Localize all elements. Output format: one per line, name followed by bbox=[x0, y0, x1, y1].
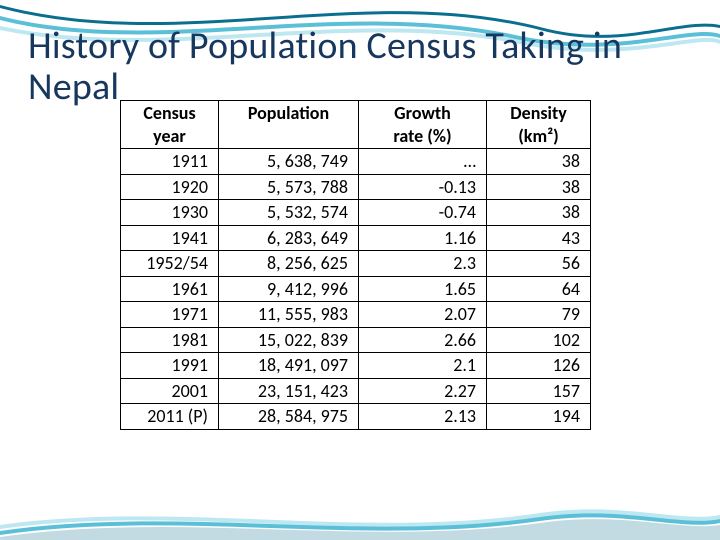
cell-density: 38 bbox=[487, 174, 591, 200]
cell-rate: 2.1 bbox=[359, 353, 487, 379]
cell-population: 5, 532, 574 bbox=[219, 200, 359, 226]
cell-year: 2011 (P) bbox=[121, 404, 219, 430]
cell-population: 5, 573, 788 bbox=[219, 174, 359, 200]
table-header-row: Census year Population Growth rate (%) D… bbox=[121, 101, 591, 149]
table-row: 197111, 555, 9832.0779 bbox=[121, 302, 591, 328]
cell-density: 79 bbox=[487, 302, 591, 328]
cell-population: 15, 022, 839 bbox=[219, 327, 359, 353]
cell-population: 23, 151, 423 bbox=[219, 378, 359, 404]
cell-population: 28, 584, 975 bbox=[219, 404, 359, 430]
cell-rate: 1.65 bbox=[359, 276, 487, 302]
slide-title: History of Population Census Taking in N… bbox=[28, 26, 692, 108]
header-text: Density bbox=[510, 102, 566, 124]
header-text: Census bbox=[143, 102, 195, 124]
cell-year: 1930 bbox=[121, 200, 219, 226]
cell-population: 9, 412, 996 bbox=[219, 276, 359, 302]
table-row: 19619, 412, 9961.6564 bbox=[121, 276, 591, 302]
header-text: (km²) bbox=[518, 125, 559, 147]
col-header-population: Population bbox=[219, 101, 359, 149]
cell-year: 2001 bbox=[121, 378, 219, 404]
cell-year: 1961 bbox=[121, 276, 219, 302]
cell-rate: 2.27 bbox=[359, 378, 487, 404]
col-header-density: Density (km²) bbox=[487, 101, 591, 149]
cell-rate: -0.13 bbox=[359, 174, 487, 200]
cell-rate: 2.66 bbox=[359, 327, 487, 353]
cell-density: 157 bbox=[487, 378, 591, 404]
cell-population: 5, 638, 749 bbox=[219, 149, 359, 175]
cell-year: 1991 bbox=[121, 353, 219, 379]
cell-density: 64 bbox=[487, 276, 591, 302]
table-row: 198115, 022, 8392.66102 bbox=[121, 327, 591, 353]
col-header-year: Census year bbox=[121, 101, 219, 149]
cell-density: 38 bbox=[487, 149, 591, 175]
cell-population: 8, 256, 625 bbox=[219, 251, 359, 277]
cell-year: 1952/54 bbox=[121, 251, 219, 277]
cell-density: 38 bbox=[487, 200, 591, 226]
cell-year: 1911 bbox=[121, 149, 219, 175]
table-body: 19115, 638, 749…38 19205, 573, 788-0.133… bbox=[121, 149, 591, 430]
table-row: 1952/548, 256, 6252.356 bbox=[121, 251, 591, 277]
cell-year: 1971 bbox=[121, 302, 219, 328]
cell-year: 1941 bbox=[121, 225, 219, 251]
slide: History of Population Census Taking in N… bbox=[0, 0, 720, 540]
cell-rate: … bbox=[359, 149, 487, 175]
cell-density: 194 bbox=[487, 404, 591, 430]
header-text: Population bbox=[248, 102, 329, 124]
header-text: year bbox=[153, 125, 186, 147]
cell-density: 102 bbox=[487, 327, 591, 353]
table-row: 19205, 573, 788-0.1338 bbox=[121, 174, 591, 200]
cell-rate: 2.3 bbox=[359, 251, 487, 277]
cell-rate: 2.13 bbox=[359, 404, 487, 430]
cell-density: 43 bbox=[487, 225, 591, 251]
cell-rate: 1.16 bbox=[359, 225, 487, 251]
header-text: rate (%) bbox=[393, 125, 451, 147]
cell-population: 11, 555, 983 bbox=[219, 302, 359, 328]
table-row: 19416, 283, 6491.1643 bbox=[121, 225, 591, 251]
table-row: 2011 (P)28, 584, 9752.13194 bbox=[121, 404, 591, 430]
col-header-growth-rate: Growth rate (%) bbox=[359, 101, 487, 149]
census-table: Census year Population Growth rate (%) D… bbox=[120, 100, 591, 430]
cell-density: 126 bbox=[487, 353, 591, 379]
cell-year: 1920 bbox=[121, 174, 219, 200]
cell-rate: 2.07 bbox=[359, 302, 487, 328]
table-row: 200123, 151, 4232.27157 bbox=[121, 378, 591, 404]
cell-population: 6, 283, 649 bbox=[219, 225, 359, 251]
table-row: 19115, 638, 749…38 bbox=[121, 149, 591, 175]
table-row: 19305, 532, 574-0.7438 bbox=[121, 200, 591, 226]
cell-density: 56 bbox=[487, 251, 591, 277]
cell-rate: -0.74 bbox=[359, 200, 487, 226]
decorative-wave-bottom bbox=[0, 495, 720, 540]
header-text: Growth bbox=[394, 102, 451, 124]
table-row: 199118, 491, 0972.1126 bbox=[121, 353, 591, 379]
cell-population: 18, 491, 097 bbox=[219, 353, 359, 379]
cell-year: 1981 bbox=[121, 327, 219, 353]
